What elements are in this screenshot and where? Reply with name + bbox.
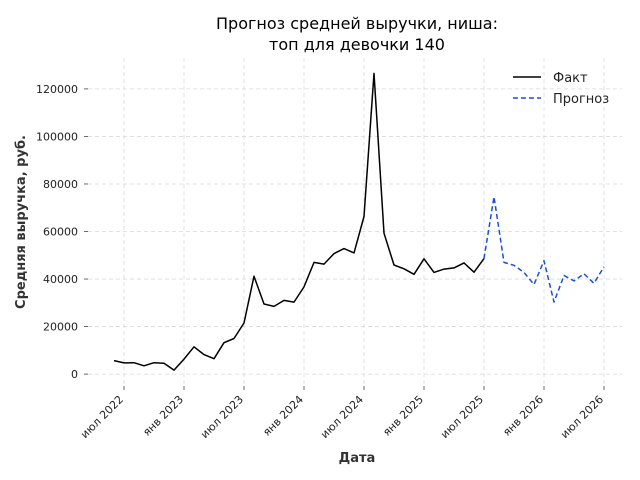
series-line-fact: [113, 72, 485, 371]
y-tick-label: 0: [71, 368, 78, 381]
series-lines: [113, 72, 605, 371]
y-tick-label: 60000: [43, 226, 78, 239]
y-tick-label: 80000: [43, 178, 78, 191]
y-tick-label: 20000: [43, 321, 78, 334]
chart-title-line-1: Прогноз средней выручки, ниша:: [216, 14, 498, 33]
x-tick-label: янв 2024: [260, 393, 306, 439]
x-tick-label: июл 2022: [78, 393, 126, 441]
y-tick-label: 120000: [36, 83, 78, 96]
y-tick-label: 100000: [36, 130, 78, 143]
x-axis-ticks: июл 2022 янв 2023 июл 2023 янв 2024 июл 2024…: [78, 386, 606, 441]
chart-title-line-2: топ для девочки 140: [269, 35, 445, 54]
x-tick-label: янв 2025: [380, 393, 426, 439]
legend-fact-label: Факт: [553, 71, 588, 86]
x-tick-label: июл 2023: [198, 393, 246, 441]
x-tick-label: июл 2026: [558, 393, 606, 441]
legend-forecast-label: Прогноз: [553, 92, 609, 107]
x-tick-label: июл 2024: [318, 393, 366, 441]
legend: Факт Прогноз: [513, 71, 609, 107]
x-tick-label: янв 2023: [140, 393, 186, 439]
series-line-forecast: [483, 196, 605, 303]
x-tick-label: янв 2026: [500, 393, 546, 439]
x-tick-label: июл 2025: [438, 393, 486, 441]
y-tick-label: 40000: [43, 273, 78, 286]
grid: [88, 58, 622, 386]
x-axis-label: Дата: [339, 451, 376, 466]
y-axis-ticks: 0 20000 40000 60000 80000 100000 120000: [36, 83, 88, 381]
y-axis-label: Средняя выручка, руб.: [14, 135, 29, 309]
